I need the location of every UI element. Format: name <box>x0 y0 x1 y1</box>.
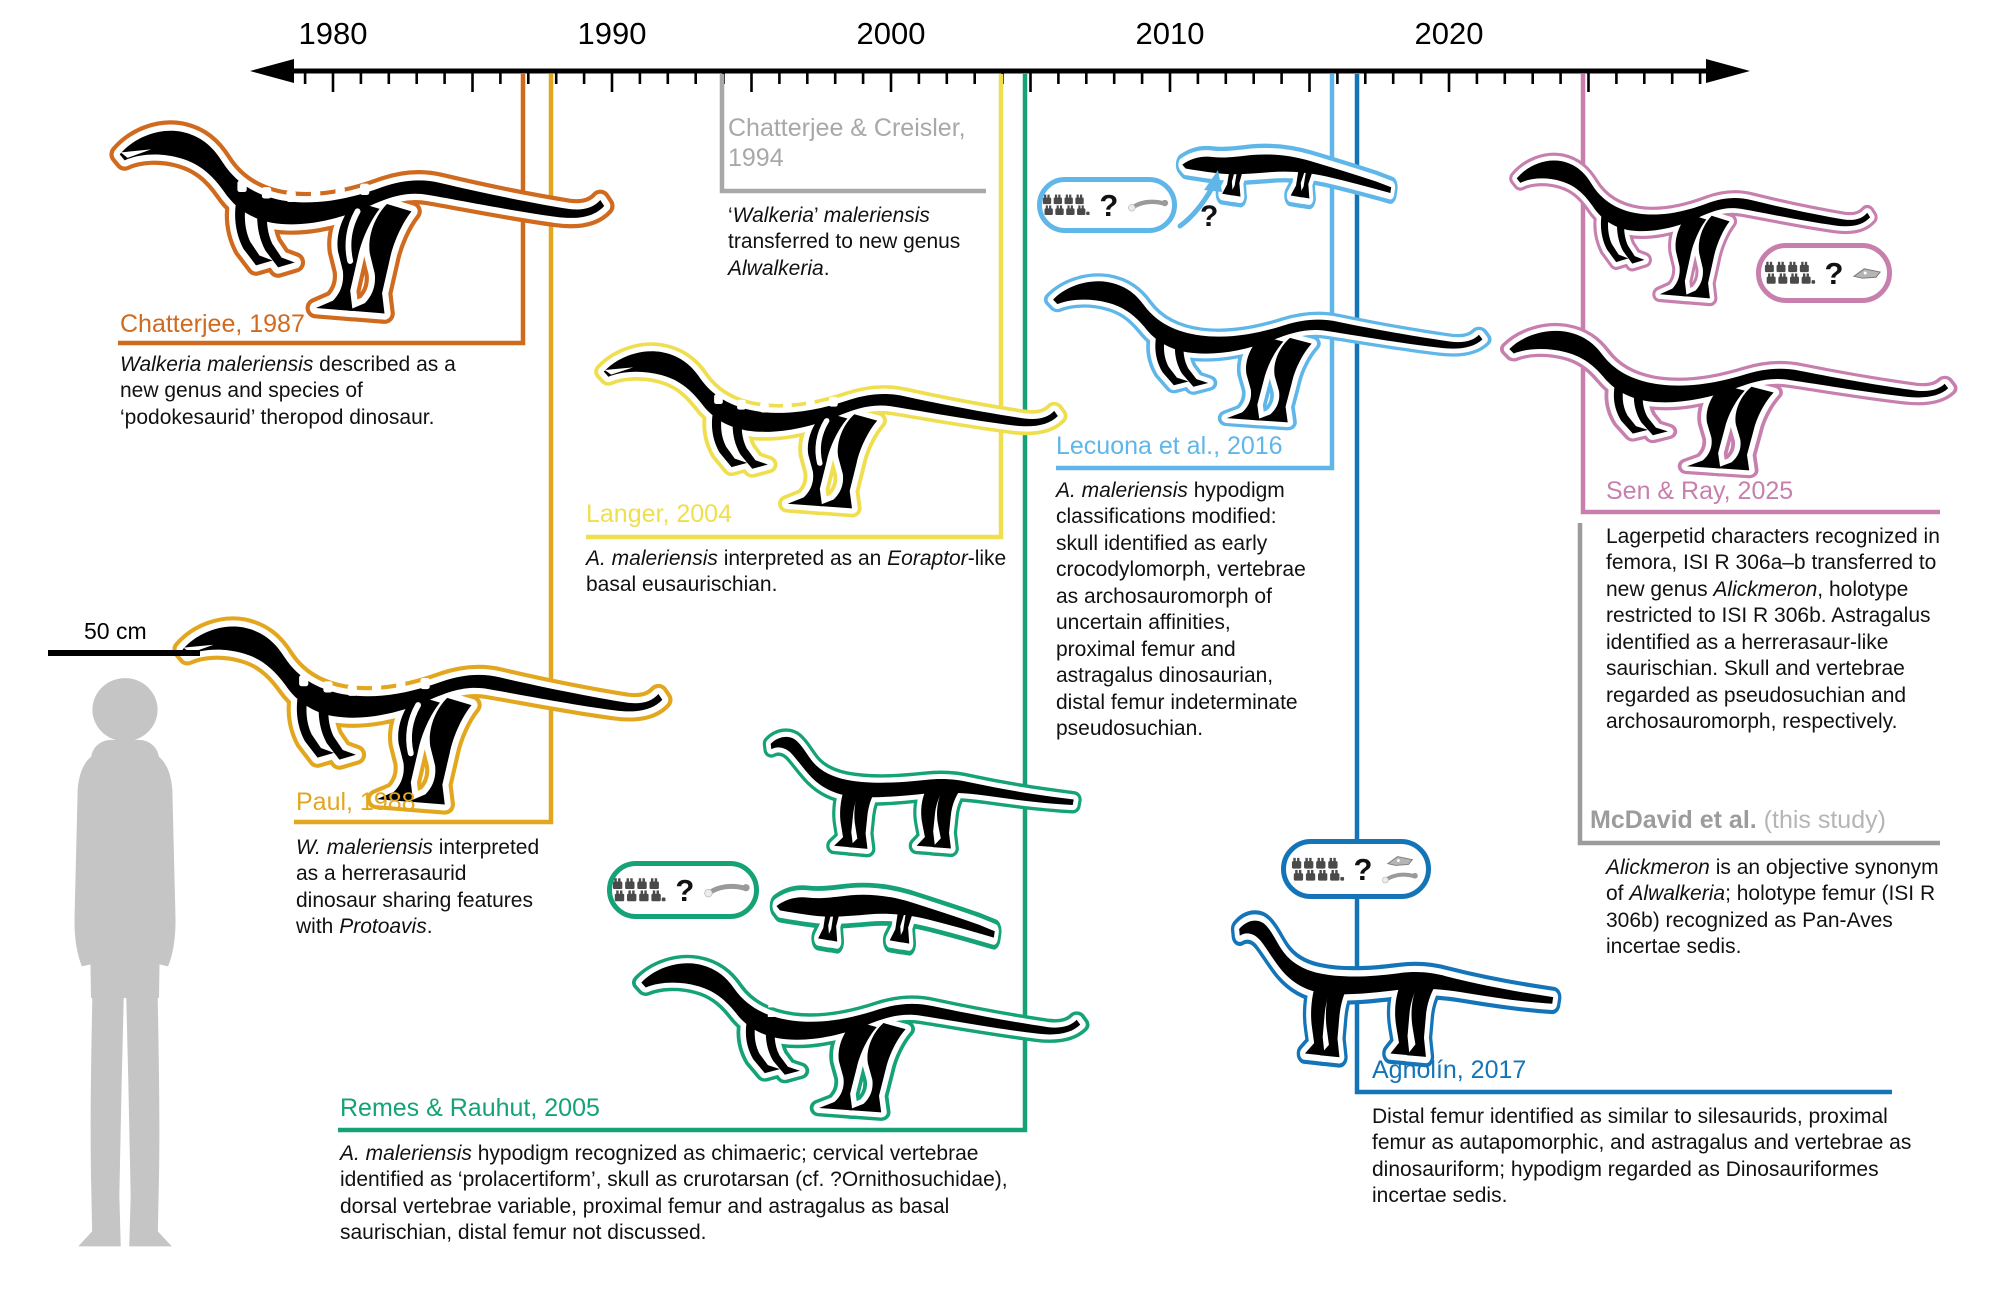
senray-body-question-mark: ? <box>1636 319 1665 371</box>
connector-creisler-1994 <box>719 74 986 194</box>
skull-icon <box>1387 855 1414 866</box>
label-remes-2005: Remes & Rauhut, 2005 <box>340 1094 600 1122</box>
scale-bar-label: 50 cm <box>84 618 147 644</box>
timeline-right-arrow-icon <box>1706 59 1750 83</box>
label-chatterjee-1987: Chatterjee, 1987 <box>120 310 305 338</box>
connector-chatterjee-1987 <box>118 74 526 346</box>
body-senray-2025: Lagerpetid characters recognized in femo… <box>1606 525 1940 734</box>
connector-mcdavid-this-study <box>1577 523 1940 846</box>
label-langer-2004: Langer, 2004 <box>586 500 732 528</box>
lecuona-transfer-arrow-icon <box>1177 170 1222 229</box>
label-creisler-1994: Chatterjee & Creisler, 1994 <box>728 114 966 172</box>
timeline-year-label: 2020 <box>1414 16 1484 51</box>
connector-langer-2004 <box>586 74 1004 540</box>
remes-2005-prolacertiform-silhouette <box>758 720 1088 856</box>
chatterjee-1987-dinosaur <box>105 85 615 313</box>
label-agnolin-2017: Agnolín, 2017 <box>1372 1056 1527 1084</box>
timeline-year-label: 1990 <box>577 16 647 51</box>
connector-lecuona-2016 <box>1056 74 1335 471</box>
remes-hypodigm-capsule: ? <box>607 861 759 919</box>
body-mcdavid-this-study: Alickmeron is an objective synonym of Al… <box>1606 856 1939 959</box>
connector-paul-1988 <box>294 74 554 825</box>
label-paul-1988: Paul, 1988 <box>296 788 416 816</box>
lecuona-arrow-question-mark: ? <box>1200 200 1219 233</box>
body-agnolin-2017: Distal femur identified as similar to si… <box>1372 1105 1912 1208</box>
femur-icon <box>703 880 754 900</box>
timeline-year-label: 1980 <box>298 16 368 51</box>
paul-1988-dinosaur <box>168 582 673 804</box>
langer-2004-dinosaur <box>590 312 1068 508</box>
agnolin-hypodigm-capsule: ? <box>1281 839 1431 899</box>
lecuona-2016-dinosaur <box>1040 246 1492 422</box>
vertebrae-pictograms-icon <box>612 878 666 902</box>
timeline-year-label: 2000 <box>856 16 926 51</box>
lecuona-hypodigm-capsule: ? <box>1037 177 1177 233</box>
scale-bar <box>48 650 200 656</box>
capsule-question-mark: ? <box>1353 851 1373 887</box>
body-paul-1988: W. maleriensis interpreted as a herreras… <box>296 836 540 939</box>
body-lecuona-2016: A. maleriensis hypodigm classifications … <box>1056 479 1306 741</box>
capsule-question-mark: ? <box>1099 187 1119 223</box>
connector-senray-2025 <box>1580 74 1940 515</box>
body-remes-2005: A. maleriensis hypodigm recognized as ch… <box>340 1142 1008 1245</box>
body-creisler-1994: ‘Walkeria’ maleriensis transferred to ne… <box>728 204 961 280</box>
remes-2005-theropod-silhouette <box>628 926 1090 1112</box>
human-silhouette <box>74 678 176 1247</box>
senray-hypodigm-capsule: ? <box>1756 243 1892 303</box>
senray-2025-saurischian-silhouette <box>1496 296 1958 470</box>
remes-body-question-mark: ? <box>758 975 787 1027</box>
timeline-left-arrow-icon <box>250 59 294 83</box>
vertebrae-pictograms-icon <box>1764 261 1815 284</box>
vertebrae-pictograms-icon <box>1291 857 1344 881</box>
femur-icon <box>1381 870 1421 885</box>
capsule-question-mark: ? <box>675 872 695 908</box>
vertebrae-pictograms-icon <box>1042 194 1090 216</box>
timeline-year-label: 2010 <box>1135 16 1205 51</box>
capsule-question-mark: ? <box>1824 255 1844 291</box>
label-senray-2025: Sen & Ray, 2025 <box>1606 477 1794 505</box>
connector-agnolin-2017 <box>1354 74 1892 1095</box>
body-langer-2004: A. maleriensis interpreted as an Eorapto… <box>586 547 1007 597</box>
skull-icon <box>1853 267 1882 279</box>
label-mcdavid-this-study: McDavid et al. (this study) <box>1590 806 1886 834</box>
label-lecuona-2016: Lecuona et al., 2016 <box>1056 432 1283 460</box>
lecuona-body-question-mark: ? <box>1162 279 1189 328</box>
body-chatterjee-1987: Walkeria maleriensis described as a new … <box>120 353 456 429</box>
agnolin-2017-dinosauriform-silhouette <box>1226 900 1568 1066</box>
femur-icon <box>1127 196 1172 214</box>
